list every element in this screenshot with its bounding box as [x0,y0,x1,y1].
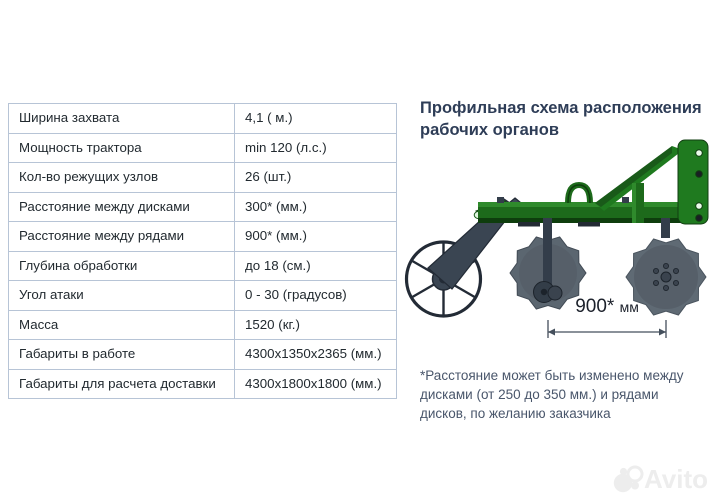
svg-text:Avito: Avito [644,464,708,493]
